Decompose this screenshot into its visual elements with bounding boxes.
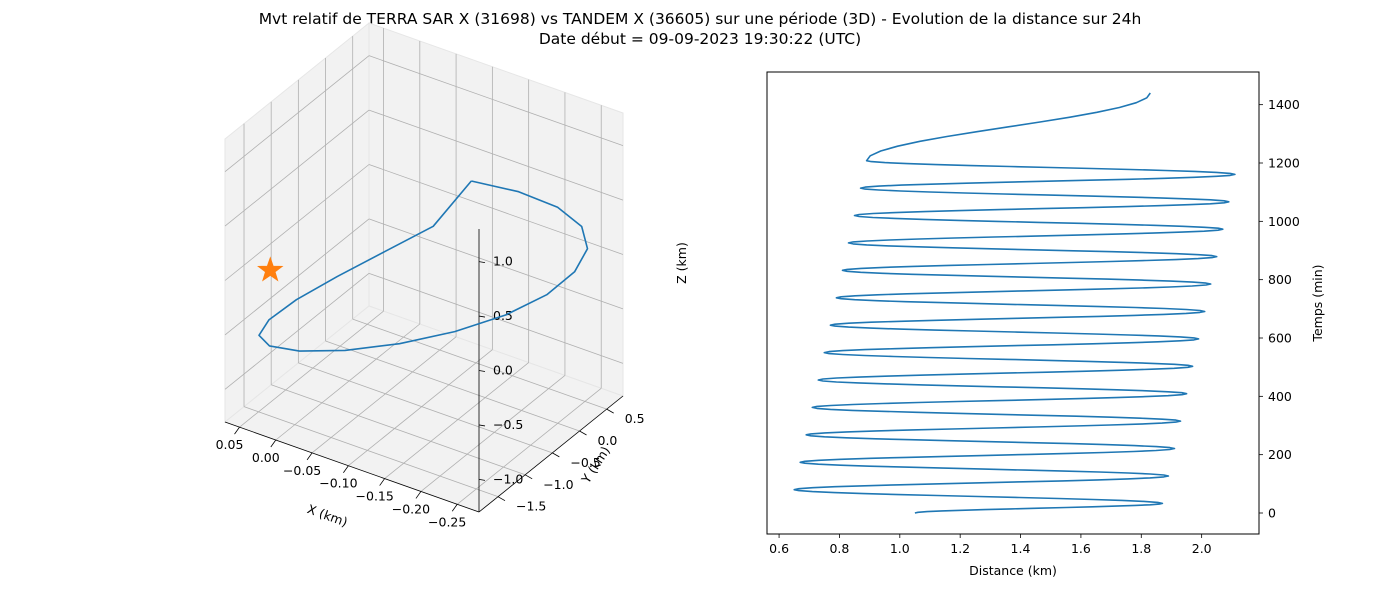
x-tick-mark <box>234 426 240 435</box>
y-gridline-floor <box>243 406 499 498</box>
x-tick-label: 1.2 <box>950 541 970 556</box>
y-tick-label: −1.5 <box>516 499 546 514</box>
plot-frame <box>766 71 1260 535</box>
z-gridline-side <box>224 218 370 336</box>
x-tick-label: 0.00 <box>252 450 280 465</box>
y-tick-label: −1.0 <box>543 477 573 492</box>
z-gridline-side <box>224 164 370 281</box>
z-gridline-back <box>368 55 624 147</box>
z-tick-label: 1.0 <box>493 254 513 269</box>
3d-tick-labels: −0.25−0.20−0.15−0.10−0.050.00 0.05 −1.5 −1.… <box>216 254 645 530</box>
x-gridline-floor <box>420 375 566 492</box>
z-tick-label: 0.0 <box>493 363 513 378</box>
x-tick-mark <box>343 465 349 473</box>
2d-ylabel: Temps (min) <box>1310 264 1325 342</box>
y-tick-label: 0 <box>1268 506 1276 521</box>
3d-series <box>257 180 589 352</box>
z-tick-label: −0.5 <box>493 417 523 432</box>
figure-title-line1: Mvt relatif de TERRA SAR X (31698) vs TA… <box>259 10 1142 28</box>
x-axis-line <box>224 421 480 513</box>
y-tick-mark <box>497 496 506 502</box>
y-tick-label: 200 <box>1268 447 1292 462</box>
y-gridline-floor <box>352 318 607 410</box>
y-tick-label: 0.5 <box>625 411 645 426</box>
y-tick-mark <box>552 452 560 458</box>
2d-series <box>793 92 1236 514</box>
x-tick-label: 2.0 <box>1192 541 1212 556</box>
star-marker <box>257 256 284 282</box>
x-tick-label: 1.6 <box>1071 541 1091 556</box>
z-tick-label: −1.0 <box>493 471 523 486</box>
y-gridline-floor <box>298 362 553 454</box>
x-tick-label: −0.25 <box>428 514 466 529</box>
3d-axes: −0.25−0.20−0.15−0.10−0.050.00 0.05 −1.5 −1.… <box>216 21 689 530</box>
figure-title-line2: Date début = 09-09-2023 19:30:22 (UTC) <box>539 30 861 48</box>
z-tick-mark <box>478 261 486 264</box>
y-tick-mark <box>579 430 587 436</box>
x-tick-label: 0.05 <box>216 437 244 452</box>
x-ticks: 0.6 0.8 1.0 1.2 1.4 1.6 1.8 2.0 <box>769 534 1212 556</box>
y-tick-label: 400 <box>1268 389 1292 404</box>
x-tick-label: 1.0 <box>890 541 910 556</box>
x-tick-label: 1.8 <box>1131 541 1151 556</box>
y-tick-label: 1200 <box>1268 156 1300 171</box>
z-gridline-back <box>368 218 624 310</box>
z-gridline-back <box>368 164 624 255</box>
x-tick-mark <box>451 504 458 512</box>
x-gridline-floor <box>311 336 457 454</box>
x-gridline-floor <box>456 387 602 505</box>
y-tick-label: 800 <box>1268 272 1292 287</box>
x-tick-label: 0.8 <box>829 541 849 556</box>
y-tick-label: 600 <box>1268 331 1292 346</box>
y-axis-line <box>478 395 624 513</box>
z-tick-mark <box>478 315 486 318</box>
y-tick-label: 0.0 <box>598 433 618 448</box>
z-gridline-side <box>224 273 370 390</box>
x-tick-label: −0.20 <box>392 501 430 516</box>
x-tick-label: −0.05 <box>283 463 321 478</box>
z-gridline-side <box>224 109 370 227</box>
orbit-series-line <box>258 180 589 352</box>
3d-xlabel: X (km) <box>305 501 349 529</box>
y-tick-mark <box>606 408 614 414</box>
y-tick-label: 1000 <box>1268 214 1300 229</box>
x-tick-mark <box>306 452 313 461</box>
x-tick-label: −0.10 <box>319 476 357 491</box>
2d-xlabel: Distance (km) <box>969 563 1057 578</box>
x-tick-mark <box>270 439 277 448</box>
x-tick-label: 1.4 <box>1011 541 1031 556</box>
x-gridline-floor <box>239 310 384 428</box>
x-gridline-floor <box>348 349 493 467</box>
3d-gridlines <box>224 28 624 505</box>
x-gridline-floor <box>384 362 529 479</box>
y-gridline-floor <box>325 340 580 432</box>
distance-series-line <box>793 92 1236 514</box>
y-tick-label: 1400 <box>1268 97 1300 112</box>
z-tick-mark <box>478 424 486 427</box>
z-tick-mark <box>478 478 486 481</box>
x-tick-mark <box>379 478 385 486</box>
y-ticks: 0 200 400 600 800 1000 1200 1400 <box>1259 97 1300 521</box>
3d-zlabel: Z (km) <box>674 242 689 284</box>
y-gridline-floor <box>271 384 526 476</box>
y-tick-mark <box>524 474 533 480</box>
z-tick-mark <box>478 370 486 372</box>
x-tick-mark <box>415 491 422 499</box>
z-gridline-back <box>368 109 624 201</box>
z-gridline-side <box>224 55 370 172</box>
x-tick-label: −0.15 <box>356 489 394 504</box>
x-tick-label: 0.6 <box>769 541 789 556</box>
x-gridline-floor <box>275 323 421 441</box>
distance-axes: 0.6 0.8 1.0 1.2 1.4 1.6 1.8 2.0 0 200 400 600 800 10… <box>766 71 1325 578</box>
y-tick-label: −0.5 <box>570 455 600 470</box>
